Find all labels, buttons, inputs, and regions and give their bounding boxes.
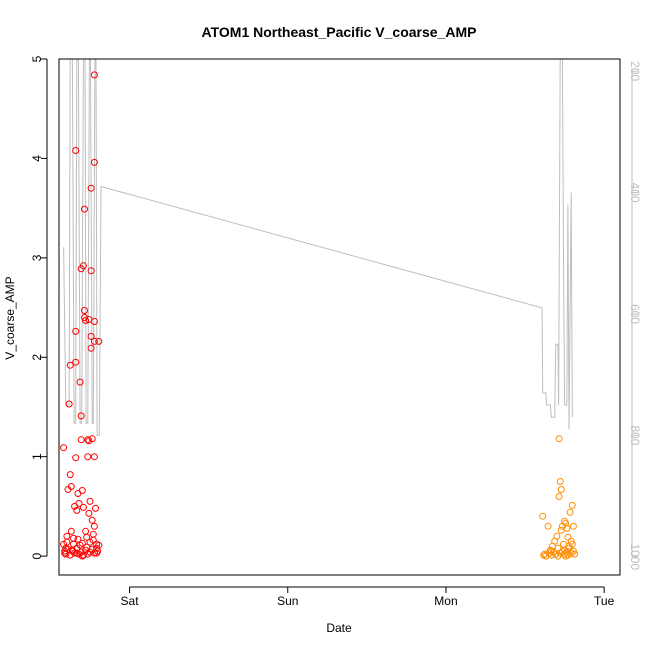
data-point bbox=[568, 501, 576, 509]
data-point bbox=[63, 532, 71, 540]
data-point bbox=[547, 547, 555, 555]
data-point bbox=[567, 537, 575, 545]
data-point bbox=[563, 524, 571, 532]
data-point bbox=[77, 436, 85, 444]
y-tick-label: 1 bbox=[30, 453, 44, 460]
data-point bbox=[90, 71, 98, 79]
data-point bbox=[66, 361, 74, 369]
x-axis-label: Date bbox=[326, 621, 352, 635]
plot-frame bbox=[58, 58, 621, 576]
data-point bbox=[539, 512, 547, 520]
data-point bbox=[73, 506, 81, 514]
points-layer bbox=[60, 71, 578, 560]
data-point bbox=[569, 547, 577, 555]
data-point bbox=[90, 522, 98, 530]
y-tick-label: 3 bbox=[30, 254, 44, 261]
data-point bbox=[88, 516, 96, 524]
line-layer bbox=[63, 59, 573, 436]
data-point bbox=[85, 509, 93, 517]
data-point bbox=[82, 546, 90, 554]
data-point bbox=[87, 184, 95, 192]
data-point bbox=[64, 545, 72, 553]
data-point bbox=[67, 483, 75, 490]
data-point bbox=[90, 318, 98, 325]
data-point bbox=[78, 487, 86, 494]
data-point bbox=[84, 436, 92, 444]
y-axis-label: V_coarse_AMP bbox=[3, 276, 17, 359]
data-point bbox=[75, 550, 83, 558]
data-point bbox=[556, 478, 564, 485]
y-tick-label: 4 bbox=[30, 155, 44, 162]
data-point bbox=[563, 548, 571, 556]
data-point bbox=[545, 549, 553, 557]
y-tick-label: 5 bbox=[30, 55, 44, 62]
data-point bbox=[81, 307, 88, 314]
data-point bbox=[83, 533, 91, 541]
data-point bbox=[567, 549, 575, 557]
data-point bbox=[90, 453, 98, 461]
data-point bbox=[77, 412, 85, 420]
data-point bbox=[544, 522, 552, 530]
data-point bbox=[555, 493, 563, 500]
data-point bbox=[92, 504, 99, 512]
data-point bbox=[93, 540, 101, 548]
data-point bbox=[84, 550, 92, 558]
data-point bbox=[74, 535, 82, 543]
data-point bbox=[65, 400, 73, 408]
data-point bbox=[72, 454, 80, 462]
data-point bbox=[561, 546, 569, 554]
data-point bbox=[554, 552, 562, 560]
data-point bbox=[87, 332, 95, 340]
data-point bbox=[86, 497, 94, 505]
data-point bbox=[72, 327, 80, 335]
chart-title: ATOM1 Northeast_Pacific V_coarse_AMP bbox=[202, 24, 477, 40]
data-point bbox=[84, 453, 92, 461]
y2-tick-label: 1000 bbox=[628, 543, 642, 570]
data-point bbox=[555, 435, 563, 443]
data-point bbox=[95, 337, 103, 345]
data-point bbox=[60, 444, 68, 452]
data-point bbox=[557, 486, 565, 493]
data-point bbox=[79, 503, 87, 511]
data-point bbox=[569, 522, 577, 530]
data-point bbox=[79, 262, 87, 270]
data-point bbox=[90, 337, 98, 345]
data-point bbox=[76, 378, 84, 386]
data-point bbox=[81, 205, 88, 213]
data-point bbox=[94, 547, 102, 555]
data-point bbox=[66, 471, 74, 479]
y2-tick-label: 800 bbox=[628, 425, 642, 445]
y-tick-label: 2 bbox=[30, 354, 44, 361]
data-point bbox=[87, 344, 95, 352]
y-tick-label: 0 bbox=[30, 552, 44, 559]
data-point bbox=[558, 522, 566, 530]
x-tick-label: Sat bbox=[121, 594, 140, 608]
data-point bbox=[78, 539, 86, 547]
data-point bbox=[87, 267, 95, 275]
data-point bbox=[82, 317, 90, 324]
x-tick-label: Mon bbox=[434, 594, 457, 608]
data-point bbox=[72, 358, 80, 366]
y2-tick-label: 400 bbox=[628, 183, 642, 203]
data-point bbox=[72, 147, 80, 154]
data-point bbox=[566, 508, 574, 516]
data-point bbox=[70, 540, 77, 548]
series-line bbox=[63, 59, 573, 436]
data-point bbox=[571, 550, 578, 558]
data-point bbox=[75, 499, 83, 507]
data-point bbox=[67, 527, 75, 535]
y2-tick-label: 600 bbox=[628, 304, 642, 324]
axes-layer: 0 1 2 3 4 5 Sat Sun Mon Tue 200 400 600 800 1000 bbox=[30, 55, 642, 608]
data-point bbox=[90, 158, 98, 166]
y2-tick-label: 200 bbox=[628, 61, 642, 81]
x-tick-label: Sun bbox=[277, 594, 298, 608]
data-point bbox=[553, 532, 561, 540]
data-point bbox=[88, 435, 96, 443]
x-tick-label: Tue bbox=[594, 594, 615, 608]
data-point bbox=[81, 314, 88, 321]
